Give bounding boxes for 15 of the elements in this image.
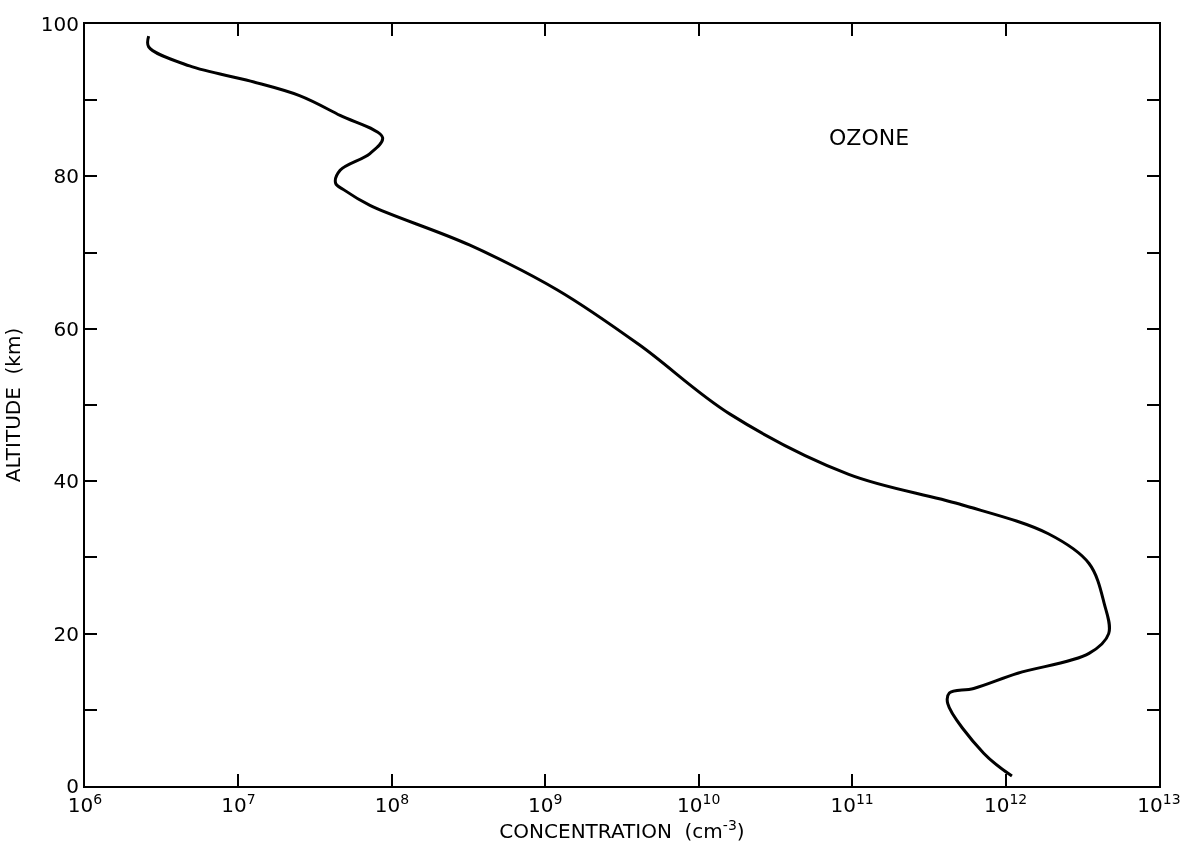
x-tick-label: 10$^{13}$ xyxy=(1137,790,1181,817)
x-axis-title: CONCENTRATION (cm$^{-3}$) xyxy=(499,817,745,844)
y-tick-label: 20 xyxy=(53,621,79,646)
y-tick-label: 60 xyxy=(53,316,79,341)
x-tick-label: 10$^{10}$ xyxy=(677,790,721,817)
annotation: OZONE xyxy=(829,125,910,150)
x-tick-label: 10$^{11}$ xyxy=(830,790,874,817)
y-tick-label: 100 xyxy=(40,12,79,36)
x-tick-label: 10$^{12}$ xyxy=(983,790,1028,817)
x-tick-label: 10$^{8}$ xyxy=(374,790,410,817)
y-tick-label: 40 xyxy=(53,469,79,494)
x-tick-label: 10$^{9}$ xyxy=(528,790,563,817)
y-tick-label: 80 xyxy=(53,164,79,189)
y-axis-title: ALTITUDE (km) xyxy=(0,327,25,483)
x-tick-label: 10$^{7}$ xyxy=(221,790,256,817)
